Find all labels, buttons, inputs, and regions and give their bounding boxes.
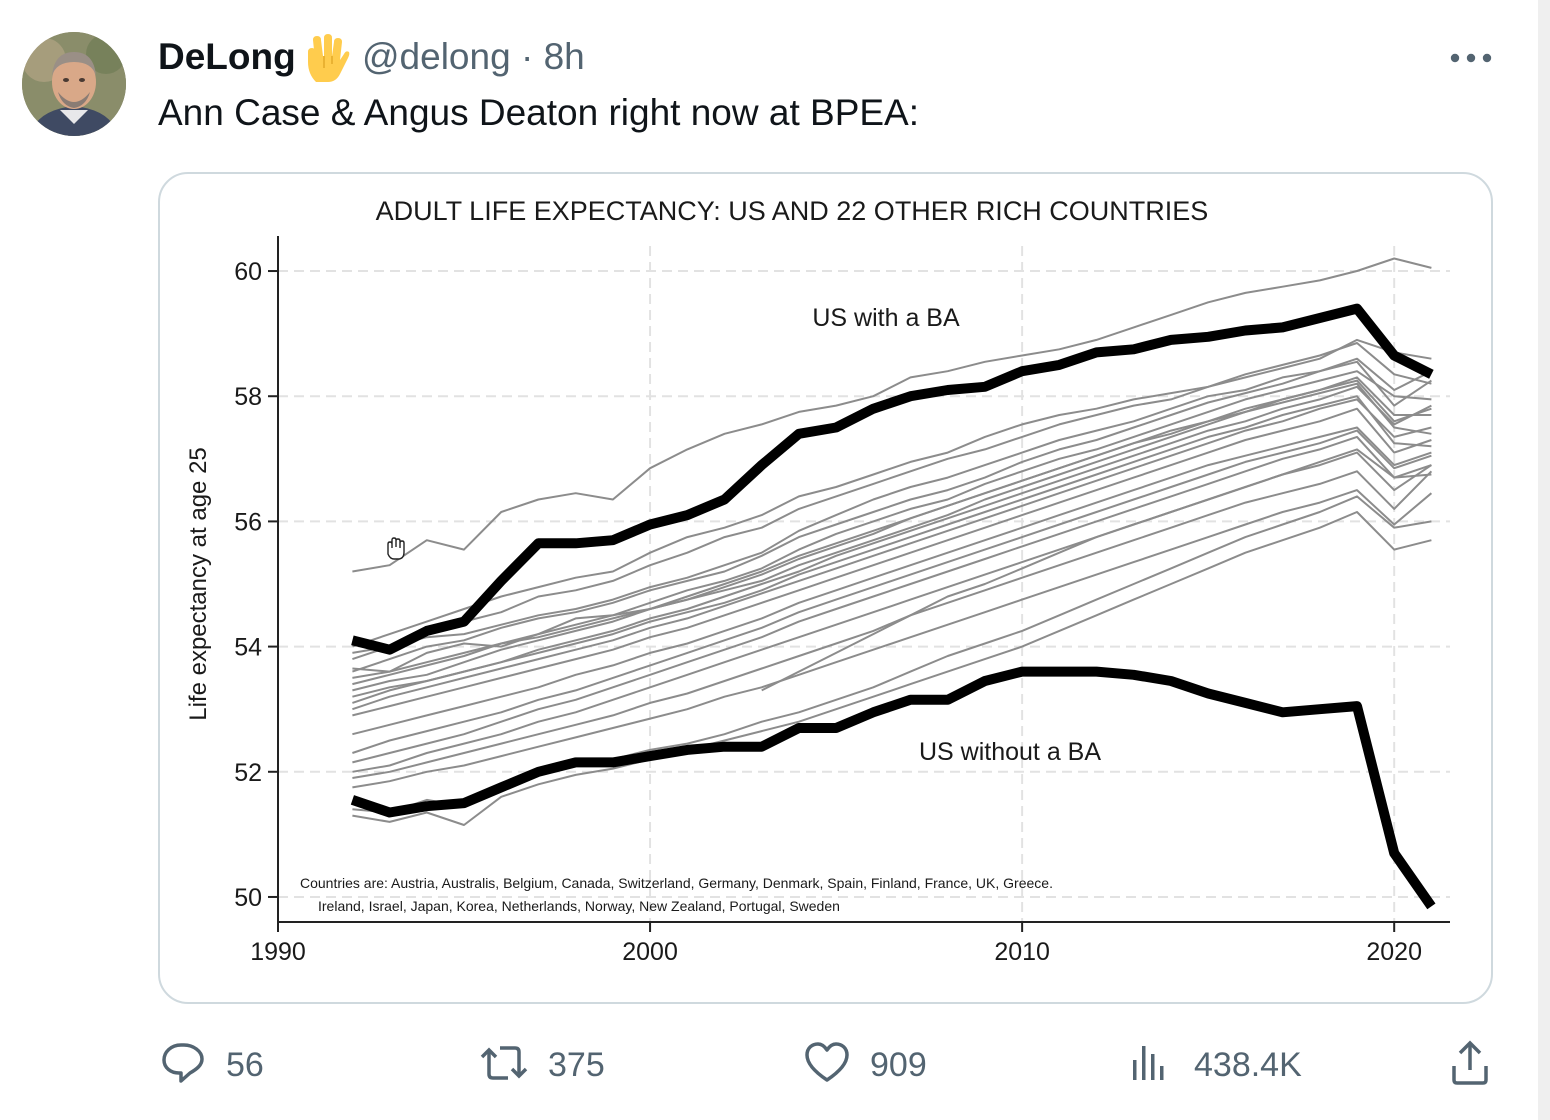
display-name[interactable]: DeLong (158, 36, 296, 77)
annotation-us-without-ba: US without a BA (919, 738, 1101, 766)
reply-icon (162, 1043, 204, 1083)
bar-chart-icon (1133, 1046, 1164, 1080)
handle-and-time[interactable]: @delong · 8h (362, 36, 585, 78)
country-series-line-20 (352, 382, 1432, 679)
action-bar: 56 375 909 438.4K (0, 1030, 1538, 1100)
avatar[interactable] (22, 32, 126, 136)
like-button[interactable]: 909 (804, 1040, 964, 1090)
country-series-line-19 (352, 511, 1432, 826)
country-series-line-1 (352, 257, 1432, 573)
more-dots-icon (1450, 53, 1492, 63)
more-options-button[interactable] (1448, 38, 1494, 78)
x-tick-label-2010: 2010 (994, 938, 1050, 966)
annotation-us-with-ba: US with a BA (812, 304, 960, 332)
country-series-group (352, 257, 1433, 826)
country-series-line-5 (352, 360, 1432, 673)
reply-count: 56 (226, 1046, 264, 1084)
x-tick-label-1990: 1990 (250, 938, 306, 966)
y-tick-label-54: 54 (234, 634, 262, 662)
country-series-line-13 (352, 429, 1432, 754)
series-line-us-without-a-ba (350, 666, 1436, 910)
like-count: 909 (870, 1046, 927, 1084)
life-expectancy-chart: ADULT LIFE EXPECTANCY: US AND 22 OTHER R… (185, 196, 1450, 966)
share-button[interactable] (1450, 1040, 1494, 1090)
y-tick-label-52: 52 (234, 759, 262, 787)
country-series-line-10 (352, 407, 1432, 717)
reply-button[interactable]: 56 (160, 1040, 300, 1090)
y-axis-label: Life expectancy at age 25 (185, 447, 212, 721)
share-icon (1452, 1040, 1488, 1085)
vulcan-salute-icon (302, 34, 350, 89)
hand-cursor-icon (387, 537, 405, 560)
chart-title: ADULT LIFE EXPECTANCY: US AND 22 OTHER R… (376, 196, 1209, 226)
country-series-line-12 (352, 426, 1432, 736)
chart-axes: 50 52 54 56 58 60 1990 2000 2010 2020 (234, 236, 1450, 966)
y-tick-label-50: 50 (234, 884, 262, 912)
country-series-line-21 (352, 395, 1432, 704)
y-tick-label-56: 56 (234, 508, 262, 536)
country-series-line-11 (352, 379, 1432, 673)
x-tick-label-2000: 2000 (622, 938, 678, 966)
us-series-group (350, 303, 1436, 910)
country-series-line-3 (352, 342, 1432, 661)
repost-button[interactable]: 375 (480, 1040, 640, 1090)
countries-note-line-2: Ireland, Israel, Japan, Korea, Netherlan… (318, 898, 840, 914)
y-tick-label-60: 60 (234, 258, 262, 286)
view-count: 438.4K (1194, 1046, 1302, 1084)
heart-icon (805, 1042, 849, 1082)
country-series-line-14 (352, 435, 1432, 764)
repost-count: 375 (548, 1046, 605, 1084)
country-series-line-22 (761, 448, 1432, 692)
timestamp[interactable]: 8h (543, 36, 585, 77)
y-tick-label-58: 58 (234, 383, 262, 411)
avatar-portrait (22, 32, 126, 136)
country-series-line-4 (352, 357, 1432, 654)
country-series-line-15 (352, 451, 1432, 773)
x-tick-label-2020: 2020 (1366, 938, 1422, 966)
country-series-line-6 (352, 370, 1432, 686)
country-series-line-16 (352, 470, 1433, 779)
country-series-line-9 (352, 398, 1432, 711)
tweet-media-image[interactable]: ADULT LIFE EXPECTANCY: US AND 22 OTHER R… (158, 172, 1493, 1004)
views-button[interactable]: 438.4K (1130, 1040, 1330, 1090)
separator-dot: · (520, 36, 534, 77)
country-series-line-2 (352, 338, 1432, 648)
country-series-line-17 (352, 489, 1433, 789)
series-line-us-with-a-ba (351, 303, 1434, 655)
country-series-line-8 (352, 385, 1432, 698)
countries-note-line-1: Countries are: Austria, Australis, Belgi… (300, 875, 1053, 891)
handle[interactable]: @delong (362, 36, 511, 77)
repost-icon (480, 1046, 528, 1080)
tweet-text: Ann Case & Angus Deaton right now at BPE… (158, 92, 920, 133)
